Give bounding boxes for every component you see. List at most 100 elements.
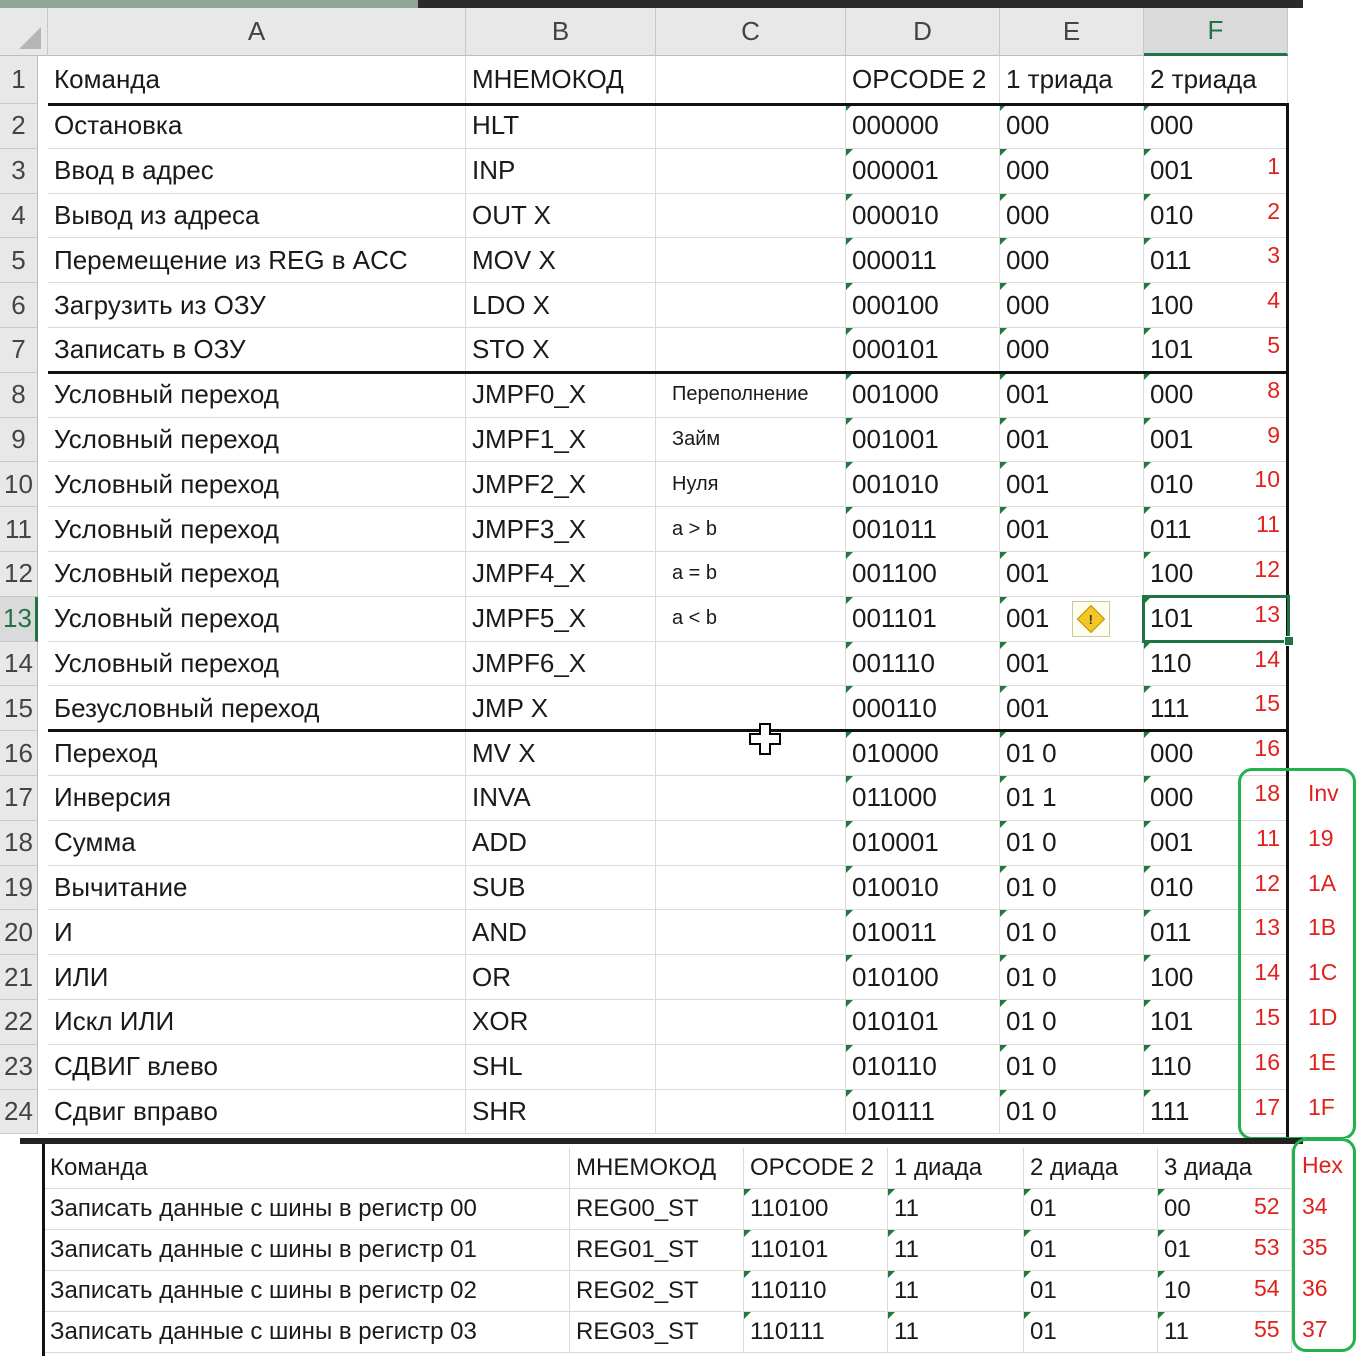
cell-condition[interactable]: Займ (656, 417, 846, 463)
cell-diad2[interactable]: 01 (1024, 1189, 1158, 1230)
cell-command[interactable]: Безусловный переход (48, 686, 466, 732)
cell-command[interactable]: Вывод из адреса (48, 193, 466, 239)
row-number[interactable]: 4 (0, 193, 38, 239)
cell-triad1[interactable]: 000 (1000, 148, 1144, 194)
cell-opcode[interactable]: 000010 (846, 193, 1000, 239)
cell-triad1[interactable]: 001 (1000, 462, 1144, 508)
cell-diad3[interactable]: 10 (1158, 1271, 1292, 1312)
spreadsheet-grid[interactable]: A B C D E F 1 Команда МНЕМОКОД OPCODE 2 … (0, 8, 1356, 1141)
cell-opcode[interactable]: 010011 (846, 910, 1000, 956)
cell-opcode[interactable]: 010110 (846, 1044, 1000, 1090)
cell-mnemonic[interactable]: REG00_ST (570, 1189, 744, 1230)
cell-opcode[interactable]: 001001 (846, 417, 1000, 463)
cell-mnemonic[interactable]: JMP X (466, 686, 656, 732)
cell-opcode[interactable]: 010001 (846, 820, 1000, 866)
cell-mnemonic[interactable]: INP (466, 148, 656, 194)
cell-triad1[interactable]: 01 0 (1000, 820, 1144, 866)
cell-mnemonic[interactable]: JMPF0_X (466, 372, 656, 418)
column-header-c[interactable]: C (656, 8, 846, 56)
cell-triad1[interactable]: 01 0 (1000, 865, 1144, 911)
cell-triad1[interactable]: 001 (1000, 372, 1144, 418)
cell-diad3[interactable]: 11 (1158, 1312, 1292, 1353)
cell-command[interactable]: Условный переход (48, 507, 466, 552)
cell-condition[interactable] (656, 1044, 846, 1090)
cell-triad2[interactable]: 001 (1144, 820, 1288, 866)
cell-opcode[interactable]: 000101 (846, 328, 1000, 373)
cell-diad2[interactable]: 01 (1024, 1230, 1158, 1271)
cell-condition[interactable] (656, 910, 846, 956)
cell-triad2[interactable]: 110 (1144, 1044, 1288, 1090)
cell-command[interactable]: Условный переход (48, 417, 466, 463)
cell-triad1[interactable]: 01 0 (1000, 1044, 1144, 1090)
cell-command[interactable]: Условный переход (48, 596, 466, 642)
cell-opcode[interactable]: 001011 (846, 507, 1000, 552)
cell-condition[interactable] (656, 641, 846, 687)
cell-mnemonic[interactable]: SHR (466, 1089, 656, 1135)
cell-command[interactable]: Записать в ОЗУ (48, 328, 466, 373)
cell-condition[interactable] (656, 865, 846, 911)
column-header-b[interactable]: B (466, 8, 656, 56)
cell-triad2[interactable]: 000 (1144, 372, 1288, 418)
row-number[interactable]: 7 (0, 328, 38, 373)
row-number[interactable]: 14 (0, 641, 38, 687)
cell-triad2[interactable]: 001 (1144, 417, 1288, 463)
cell-condition[interactable]: Нуля (656, 462, 846, 508)
select-all-corner[interactable] (0, 8, 48, 56)
cell-mnemonic[interactable]: ADD (466, 820, 656, 866)
cell-command[interactable]: Записать данные с шины в регистр 02 (44, 1271, 570, 1312)
cell-diad3[interactable]: 3 диада (1158, 1148, 1292, 1189)
cell-diad1[interactable]: 11 (888, 1271, 1024, 1312)
cell-triad1[interactable]: 01 0 (1000, 1000, 1144, 1045)
row-number[interactable]: 6 (0, 283, 38, 328)
cell-condition[interactable] (656, 820, 846, 866)
cell-diad2[interactable]: 01 (1024, 1312, 1158, 1353)
cell-opcode[interactable]: 011000 (846, 776, 1000, 821)
cell-command[interactable]: Инверсия (48, 776, 466, 821)
cell-command[interactable]: Ввод в адрес (48, 148, 466, 194)
cell-triad2[interactable]: 000 (1144, 776, 1288, 821)
cell-opcode[interactable]: 000110 (846, 686, 1000, 732)
cell-condition[interactable] (656, 283, 846, 328)
cell-mnemonic[interactable]: МНЕМОКОД (570, 1148, 744, 1189)
cell-command[interactable]: Загрузить из ОЗУ (48, 283, 466, 328)
cell-opcode[interactable]: 110100 (744, 1189, 888, 1230)
cell-opcode[interactable]: 001101 (846, 596, 1000, 642)
warning-smart-tag-icon[interactable]: ! (1072, 600, 1110, 637)
cell-command[interactable]: Переход (48, 731, 466, 776)
cell-mnemonic[interactable]: AND (466, 910, 656, 956)
cell-opcode[interactable]: 110111 (744, 1312, 888, 1353)
cell-opcode[interactable]: 000000 (846, 104, 1000, 149)
cell-command[interactable]: И (48, 910, 466, 956)
cell-mnemonic-header[interactable]: МНЕМОКОД (466, 56, 656, 104)
cell-mnemonic[interactable]: REG02_ST (570, 1271, 744, 1312)
cell-opcode[interactable]: 010100 (846, 955, 1000, 1000)
row-number[interactable]: 11 (0, 507, 38, 552)
cell-mnemonic[interactable]: JMPF3_X (466, 507, 656, 552)
cell-command[interactable]: Записать данные с шины в регистр 00 (44, 1189, 570, 1230)
cell-mnemonic[interactable]: OR (466, 955, 656, 1000)
cell-condition[interactable]: a = b (656, 552, 846, 597)
cell-triad2[interactable]: 010 (1144, 462, 1288, 508)
row-number[interactable]: 3 (0, 148, 38, 194)
cell-triad1[interactable]: 001 (1000, 417, 1144, 463)
column-header-d[interactable]: D (846, 8, 1000, 56)
cell-condition[interactable] (656, 148, 846, 194)
cell-triad1[interactable]: 01 0 (1000, 910, 1144, 956)
cell-command[interactable]: Искл ИЛИ (48, 1000, 466, 1045)
cell-opcode[interactable]: 000011 (846, 238, 1000, 284)
row-number[interactable]: 9 (0, 417, 38, 463)
row-number[interactable]: 17 (0, 776, 38, 821)
cell-condition[interactable] (656, 104, 846, 149)
cell-diad1[interactable]: 11 (888, 1230, 1024, 1271)
cell-triad1[interactable]: 000 (1000, 193, 1144, 239)
cell-command[interactable]: Команда (44, 1148, 570, 1189)
cell-diad1[interactable]: 11 (888, 1312, 1024, 1353)
cell-triad2[interactable]: 000 (1144, 104, 1288, 149)
cell-mnemonic[interactable]: JMPF2_X (466, 462, 656, 508)
cell-triad1[interactable]: 01 1 (1000, 776, 1144, 821)
cell-triad1[interactable]: 001 (1000, 641, 1144, 687)
cell-opcode[interactable]: 010010 (846, 865, 1000, 911)
cell-condition[interactable]: a < b (656, 596, 846, 642)
row-number[interactable]: 21 (0, 955, 38, 1000)
row-number[interactable]: 15 (0, 686, 38, 732)
